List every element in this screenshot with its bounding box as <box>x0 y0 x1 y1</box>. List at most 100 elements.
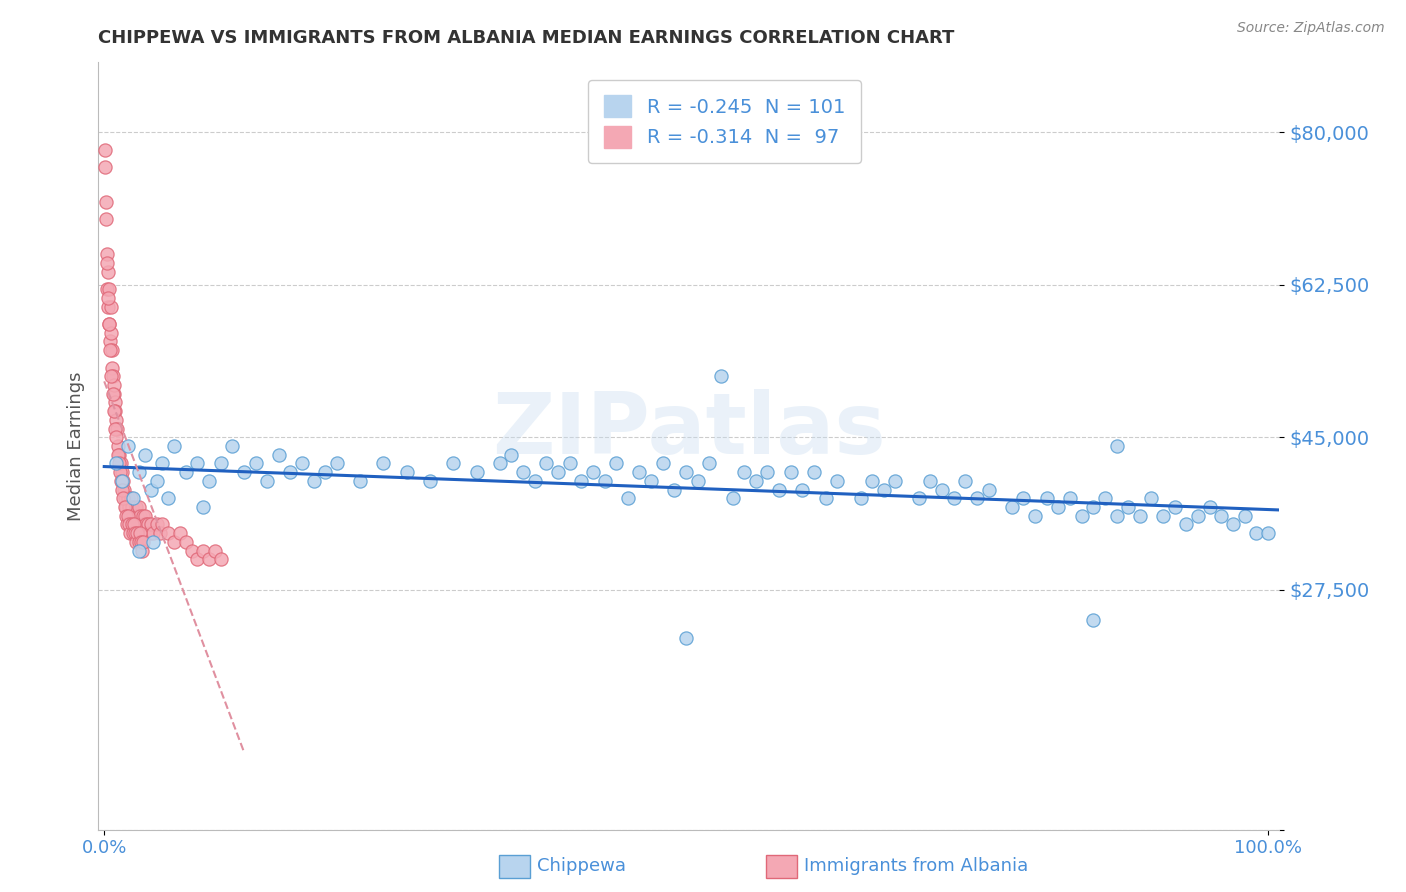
Point <box>465 465 488 479</box>
Point <box>232 465 254 479</box>
Point <box>128 535 150 549</box>
Point <box>118 508 141 523</box>
Point <box>152 457 174 471</box>
Point <box>100 300 122 314</box>
Point <box>100 326 122 340</box>
Point <box>1083 500 1105 514</box>
Point <box>145 474 167 488</box>
Point <box>114 508 136 523</box>
Point <box>710 369 733 384</box>
Point <box>163 439 186 453</box>
Point <box>675 465 697 479</box>
Point <box>1035 491 1057 506</box>
Point <box>1047 500 1070 514</box>
Point <box>138 526 160 541</box>
Point <box>792 483 814 497</box>
Point <box>122 517 145 532</box>
Point <box>122 491 145 506</box>
Point <box>605 457 627 471</box>
Point <box>124 517 146 532</box>
Point <box>101 343 124 358</box>
Point <box>779 465 801 479</box>
Point <box>120 526 142 541</box>
Point <box>664 483 686 497</box>
Point <box>640 474 662 488</box>
Point <box>103 378 125 392</box>
Point <box>1001 500 1024 514</box>
Point <box>128 500 150 514</box>
Point <box>547 465 569 479</box>
Point <box>101 360 124 375</box>
Point <box>977 483 1000 497</box>
Point <box>104 404 127 418</box>
Point <box>955 474 977 488</box>
Point <box>1129 508 1152 523</box>
Point <box>97 282 120 296</box>
Point <box>98 334 121 349</box>
Point <box>115 500 138 514</box>
Point <box>131 508 153 523</box>
Point <box>512 465 534 479</box>
Point <box>132 517 155 532</box>
Point <box>209 552 232 566</box>
Point <box>125 508 148 523</box>
Point <box>94 143 117 157</box>
Point <box>128 543 150 558</box>
Point <box>849 491 872 506</box>
Point <box>117 439 139 453</box>
Point <box>291 457 314 471</box>
Point <box>558 457 581 471</box>
Point <box>121 500 143 514</box>
Point <box>1116 500 1139 514</box>
Point <box>127 517 149 532</box>
Point <box>111 474 134 488</box>
Point <box>942 491 965 506</box>
Point <box>1083 613 1105 627</box>
Point <box>686 474 709 488</box>
Point <box>697 457 720 471</box>
Point <box>1222 517 1244 532</box>
Point <box>107 439 129 453</box>
Point <box>198 552 221 566</box>
Point <box>536 457 558 471</box>
Point <box>110 474 132 488</box>
Point <box>127 526 149 541</box>
Point <box>163 535 186 549</box>
Point <box>114 491 136 506</box>
Point <box>326 457 349 471</box>
Point <box>136 526 159 541</box>
Point <box>114 500 136 514</box>
Point <box>209 457 232 471</box>
Point <box>142 535 165 549</box>
Point <box>651 457 673 471</box>
Point <box>128 526 150 541</box>
Text: CHIPPEWA VS IMMIGRANTS FROM ALBANIA MEDIAN EARNINGS CORRELATION CHART: CHIPPEWA VS IMMIGRANTS FROM ALBANIA MEDI… <box>98 29 955 47</box>
Text: ZIPatlas: ZIPatlas <box>492 389 886 472</box>
Point <box>1244 526 1267 541</box>
Point <box>117 491 139 506</box>
Point <box>124 526 146 541</box>
Point <box>180 543 202 558</box>
Point <box>157 491 180 506</box>
Point <box>97 265 120 279</box>
Point <box>152 517 174 532</box>
Point <box>138 517 160 532</box>
Point <box>1012 491 1035 506</box>
Point <box>111 474 134 488</box>
Text: Chippewa: Chippewa <box>537 857 626 875</box>
Point <box>118 500 141 514</box>
Point <box>111 465 134 479</box>
Point <box>97 291 120 305</box>
Point <box>104 457 127 471</box>
Point <box>174 535 197 549</box>
Point <box>721 491 744 506</box>
Point <box>145 517 167 532</box>
Point <box>1211 508 1233 523</box>
Point <box>112 491 135 506</box>
Point <box>108 465 131 479</box>
Point <box>617 491 640 506</box>
Point <box>1198 500 1220 514</box>
Point <box>100 369 122 384</box>
Point <box>135 517 157 532</box>
Point <box>98 343 121 358</box>
